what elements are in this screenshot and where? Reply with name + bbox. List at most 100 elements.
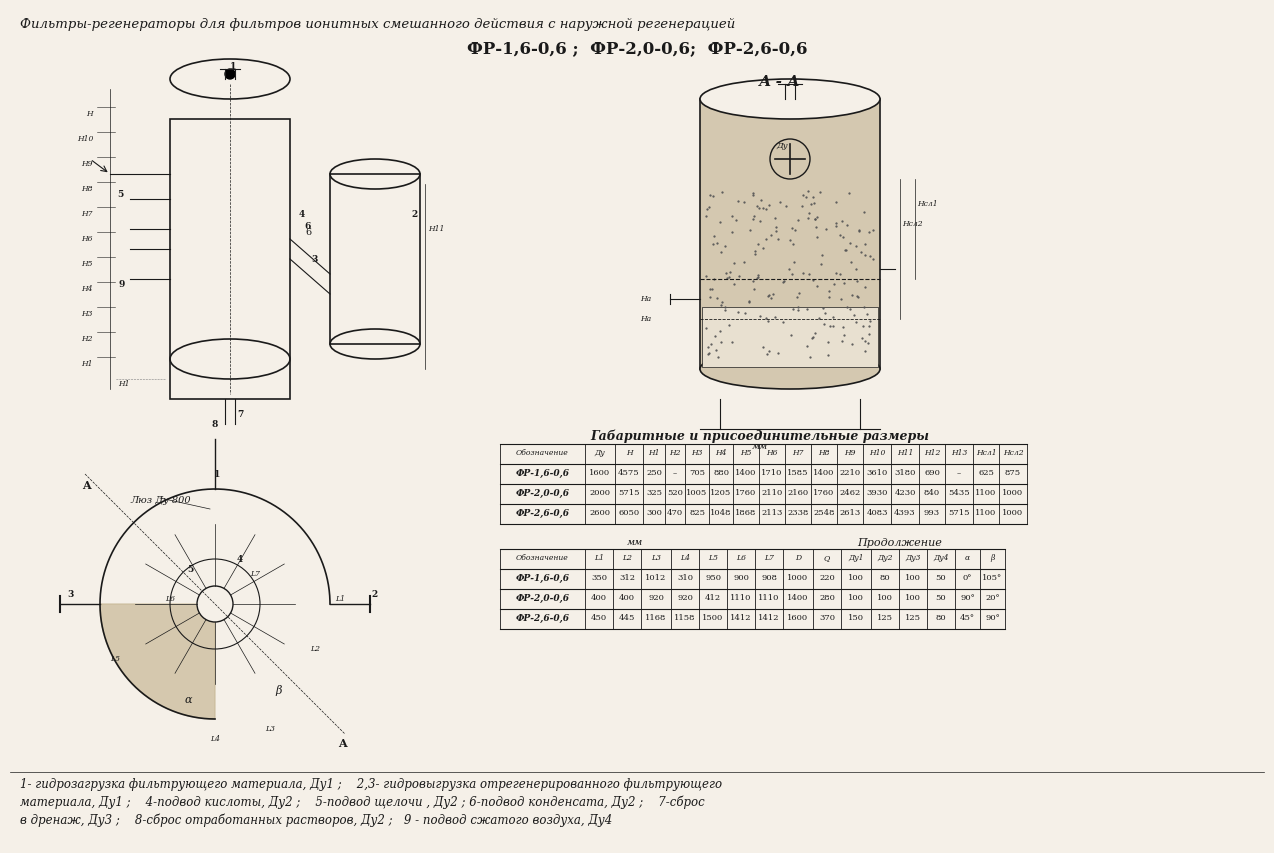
Text: H1: H1	[118, 380, 130, 387]
Text: 400: 400	[619, 594, 634, 601]
Text: Люз Ду 800: Люз Ду 800	[130, 496, 191, 504]
Text: 6050: 6050	[618, 508, 640, 516]
Text: 2: 2	[372, 589, 378, 598]
Text: 6: 6	[304, 222, 311, 230]
Text: 2613: 2613	[840, 508, 861, 516]
Text: L1: L1	[594, 554, 604, 561]
Text: ФР-1,6-0,6 ;  ФР-2,0-0,6;  ФР-2,6-0,6: ФР-1,6-0,6 ; ФР-2,0-0,6; ФР-2,6-0,6	[466, 40, 808, 57]
Text: 2548: 2548	[813, 508, 834, 516]
Text: 5715: 5715	[948, 508, 970, 516]
Text: 2000: 2000	[590, 489, 610, 496]
Text: 825: 825	[689, 508, 705, 516]
Text: Н13: Н13	[950, 449, 967, 456]
Text: 1110: 1110	[730, 594, 752, 601]
Text: На: На	[640, 294, 651, 303]
Text: 1158: 1158	[674, 613, 696, 621]
Text: L7: L7	[250, 569, 260, 577]
Text: H6: H6	[82, 235, 93, 243]
Text: ФР-1,6-0,6: ФР-1,6-0,6	[516, 468, 569, 478]
Text: Н5: Н5	[740, 449, 752, 456]
Text: 625: 625	[978, 468, 994, 477]
Text: 2: 2	[412, 210, 418, 218]
Text: ФР-2,0-0,6: ФР-2,0-0,6	[516, 594, 569, 602]
Text: 105°: 105°	[982, 573, 1003, 581]
Text: H2: H2	[82, 334, 93, 343]
Text: Н8: Н8	[818, 449, 829, 456]
Text: Ду: Ду	[776, 142, 787, 150]
Text: 2338: 2338	[787, 508, 809, 516]
Text: 9: 9	[118, 280, 125, 288]
Text: 1- гидрозагрузка фильтрующего материала, Ду1 ;    2,3- гидровыгрузка отрегенерир: 1- гидрозагрузка фильтрующего материала,…	[20, 777, 722, 790]
Text: 1100: 1100	[976, 489, 996, 496]
Text: L6: L6	[166, 595, 175, 602]
Text: 8: 8	[211, 420, 218, 428]
Text: A: A	[82, 479, 90, 490]
Text: 1: 1	[214, 469, 220, 479]
Text: 1110: 1110	[758, 594, 780, 601]
Text: 3: 3	[312, 255, 318, 264]
Text: 1000: 1000	[1003, 508, 1023, 516]
Text: 1168: 1168	[646, 613, 666, 621]
Text: 2462: 2462	[840, 489, 861, 496]
Text: 1868: 1868	[735, 508, 757, 516]
Text: Ду: Ду	[595, 449, 605, 456]
Text: 280: 280	[819, 594, 834, 601]
Text: 50: 50	[935, 594, 947, 601]
Text: H8: H8	[82, 185, 93, 193]
Text: Н1: Н1	[648, 449, 660, 456]
Text: 1005: 1005	[687, 489, 707, 496]
Text: H1: H1	[82, 360, 93, 368]
Text: α: α	[964, 554, 970, 561]
Circle shape	[197, 586, 233, 623]
Text: 350: 350	[591, 573, 606, 581]
Text: 100: 100	[848, 573, 864, 581]
Text: Обозначение: Обозначение	[516, 554, 569, 561]
Text: 1048: 1048	[710, 508, 731, 516]
Text: H11: H11	[428, 224, 445, 233]
Text: 0°: 0°	[963, 573, 972, 581]
Polygon shape	[99, 604, 215, 719]
Text: L6: L6	[736, 554, 747, 561]
Bar	[699, 100, 880, 369]
Text: 705: 705	[689, 468, 705, 477]
Text: мм: мм	[752, 442, 768, 450]
Text: Ду1: Ду1	[848, 554, 864, 561]
Text: 412: 412	[705, 594, 721, 601]
Ellipse shape	[699, 350, 880, 390]
Text: L3: L3	[265, 724, 275, 732]
Text: 300: 300	[646, 508, 662, 516]
Text: H10: H10	[76, 135, 93, 142]
Text: 445: 445	[619, 613, 636, 621]
Text: 1000: 1000	[787, 573, 809, 581]
Text: Н11: Н11	[897, 449, 913, 456]
Text: 5715: 5715	[618, 489, 640, 496]
Text: 908: 908	[761, 573, 777, 581]
Text: Нсл1: Нсл1	[976, 449, 996, 456]
Text: 1400: 1400	[813, 468, 834, 477]
Text: 150: 150	[848, 613, 864, 621]
Text: L2: L2	[622, 554, 632, 561]
Text: ФР-2,6-0,6: ФР-2,6-0,6	[516, 613, 569, 623]
Text: 1205: 1205	[711, 489, 731, 496]
Text: 470: 470	[666, 508, 683, 516]
Text: Н3: Н3	[692, 449, 703, 456]
Text: Ду3: Ду3	[906, 554, 921, 561]
Text: А - А: А - А	[759, 75, 801, 89]
Text: 310: 310	[676, 573, 693, 581]
Text: 1000: 1000	[1003, 489, 1023, 496]
Text: L2: L2	[310, 644, 320, 653]
Text: 100: 100	[877, 594, 893, 601]
Text: 4: 4	[237, 554, 243, 563]
Text: 900: 900	[733, 573, 749, 581]
Ellipse shape	[699, 80, 880, 120]
Text: 450: 450	[591, 613, 608, 621]
Text: Н4: Н4	[715, 449, 726, 456]
Text: 520: 520	[668, 489, 683, 496]
Text: 90°: 90°	[961, 594, 975, 601]
Text: 100: 100	[905, 594, 921, 601]
Text: Обозначение: Обозначение	[516, 449, 569, 456]
Text: Габаритные и присоединительные размеры: Габаритные и присоединительные размеры	[591, 430, 930, 443]
Text: 50: 50	[935, 573, 947, 581]
Text: L5: L5	[110, 654, 120, 662]
Text: D: D	[795, 554, 801, 561]
